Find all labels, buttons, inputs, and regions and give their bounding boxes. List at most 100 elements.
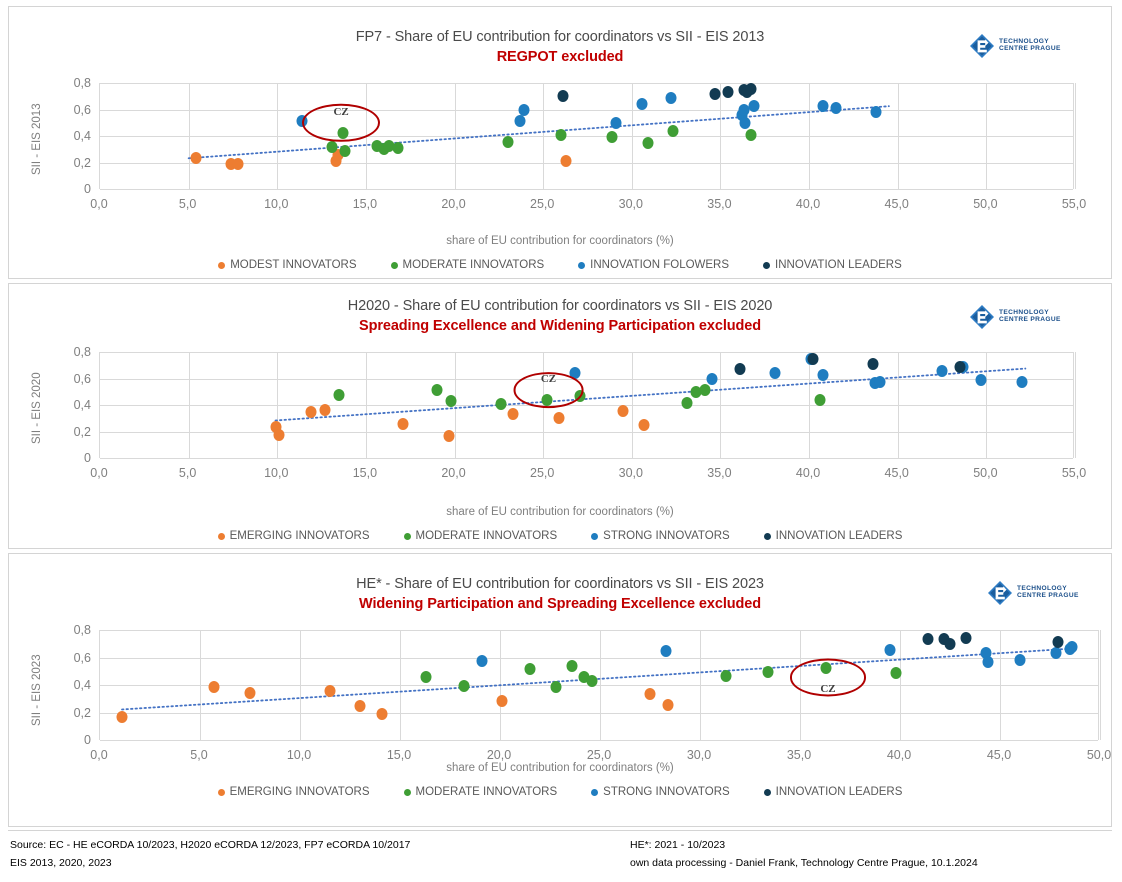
chart-subtitle: Widening Participation and Spreading Exc… xyxy=(359,596,761,612)
legend-item[interactable]: EMERGING INNOVATORS xyxy=(217,786,370,798)
data-point xyxy=(762,665,774,678)
data-point xyxy=(936,365,948,378)
legend-marker-icon xyxy=(390,261,398,269)
data-point xyxy=(642,137,654,150)
data-point xyxy=(739,117,751,130)
legend-item[interactable]: MODERATE INNOVATORS xyxy=(403,530,557,542)
data-point xyxy=(922,632,934,645)
logo-line-2: CENTRE PRAGUE xyxy=(999,45,1061,52)
x-axis-tick-label: 40,0 xyxy=(886,748,912,762)
legend-item[interactable]: MODERATE INNOVATORS xyxy=(390,259,544,271)
gridline-vertical xyxy=(454,83,456,189)
data-point xyxy=(273,428,285,441)
y-axis-tick-label: 0,2 xyxy=(73,424,91,439)
y-axis-title: SII - EIS 2023 xyxy=(31,654,43,726)
legend-item[interactable]: INNOVATION LEADERS xyxy=(763,786,902,798)
data-point xyxy=(244,686,256,699)
legend-item[interactable]: STRONG INNOVATORS xyxy=(591,530,730,542)
x-axis-tick-label: 5,0 xyxy=(190,748,208,762)
data-point xyxy=(884,643,896,656)
data-point xyxy=(524,662,536,675)
legend-label: STRONG INNOVATORS xyxy=(603,530,730,542)
cz-label: CZ xyxy=(333,105,349,118)
data-point xyxy=(980,646,992,659)
gridline-vertical xyxy=(809,83,811,189)
data-point xyxy=(116,711,128,724)
x-axis-tick-label: 35,0 xyxy=(707,197,732,211)
plot-area: CZ xyxy=(99,352,1076,459)
gridline-vertical xyxy=(500,630,501,740)
legend-item[interactable]: MODEST INNOVATORS xyxy=(218,259,357,271)
footer: Source: EC - HE eCORDA 10/2023, H2020 eC… xyxy=(10,836,1112,873)
gridline-horizontal xyxy=(100,83,1073,84)
y-axis-tick-label: 0,4 xyxy=(73,678,91,692)
data-point xyxy=(578,671,590,684)
gridline-vertical xyxy=(720,83,722,189)
gridline-horizontal xyxy=(100,712,1098,714)
data-point xyxy=(319,403,331,416)
legend-item[interactable]: STRONG INNOVATORS xyxy=(591,786,730,798)
legend-marker-icon xyxy=(763,788,771,796)
legend-item[interactable]: INNOVATION LEADERS xyxy=(763,530,902,542)
x-axis-tick-label: 30,0 xyxy=(618,197,643,211)
x-axis-tick-label: 30,0 xyxy=(618,466,643,480)
data-point xyxy=(305,406,317,419)
data-point xyxy=(890,666,902,679)
data-point xyxy=(610,116,622,129)
x-axis-tick-label: 25,0 xyxy=(530,466,555,480)
gridline-vertical xyxy=(300,630,301,740)
chart-title: HE* - Share of EU contribution for coord… xyxy=(356,576,764,592)
data-point xyxy=(874,375,886,388)
data-point xyxy=(392,141,404,154)
x-axis-tick-label: 15,0 xyxy=(386,748,412,762)
legend-item[interactable]: INNOVATION LEADERS xyxy=(763,259,902,271)
gridline-vertical xyxy=(188,352,190,458)
data-point xyxy=(555,128,567,141)
data-point xyxy=(706,372,718,385)
x-axis-tick-label: 55,0 xyxy=(1061,466,1087,480)
data-point xyxy=(982,656,994,669)
legend-marker-icon xyxy=(591,788,599,796)
x-axis-tick-label: 10,0 xyxy=(264,466,289,480)
cz-label: CZ xyxy=(820,683,836,696)
data-point xyxy=(560,154,572,167)
data-point xyxy=(830,102,842,115)
x-axis-tick-label: 15,0 xyxy=(352,466,378,480)
gridline-vertical xyxy=(365,352,367,458)
data-point xyxy=(738,103,749,116)
legend-marker-icon xyxy=(591,532,599,540)
data-point xyxy=(232,157,244,170)
data-point xyxy=(1052,635,1064,648)
gridline-vertical xyxy=(1000,630,1001,740)
y-axis-title: SII - EIS 2020 xyxy=(31,372,43,444)
technology-centre-prague-logo: TECHNOLOGY CENTRE PRAGUE xyxy=(969,304,1061,330)
legend-item[interactable]: EMERGING INNOVATORS xyxy=(217,530,370,542)
data-point xyxy=(660,645,672,658)
data-point xyxy=(817,369,829,382)
data-point xyxy=(745,82,757,95)
gridline-vertical xyxy=(700,630,701,740)
legend-item[interactable]: MODERATE INNOVATORS xyxy=(403,786,557,798)
gridline-horizontal xyxy=(100,657,1098,659)
data-point xyxy=(720,670,732,683)
data-point xyxy=(1050,646,1062,659)
logo-line-1: TECHNOLOGY xyxy=(1017,585,1068,593)
data-point xyxy=(814,393,826,406)
x-axis-tick-label: 50,0 xyxy=(973,466,998,480)
gridline-vertical xyxy=(1075,352,1076,458)
gridline-horizontal xyxy=(100,630,1098,631)
gridline-horizontal xyxy=(100,109,1073,111)
y-axis-title: SII - EIS 2013 xyxy=(31,103,43,175)
data-point xyxy=(339,145,351,158)
gridline-horizontal xyxy=(100,405,1073,406)
data-point xyxy=(954,360,966,373)
legend-marker-icon xyxy=(217,532,225,540)
gridline-vertical xyxy=(1075,83,1076,189)
x-axis-tick-label: 40,0 xyxy=(795,197,821,211)
data-point xyxy=(734,363,746,376)
legend-item[interactable]: INNOVATION FOLOWERS xyxy=(578,259,729,271)
tc-prague-mark-icon xyxy=(987,580,1013,606)
x-axis-tick-label: 35,0 xyxy=(707,466,732,480)
data-point xyxy=(553,411,565,424)
tc-prague-mark-icon xyxy=(969,33,995,59)
